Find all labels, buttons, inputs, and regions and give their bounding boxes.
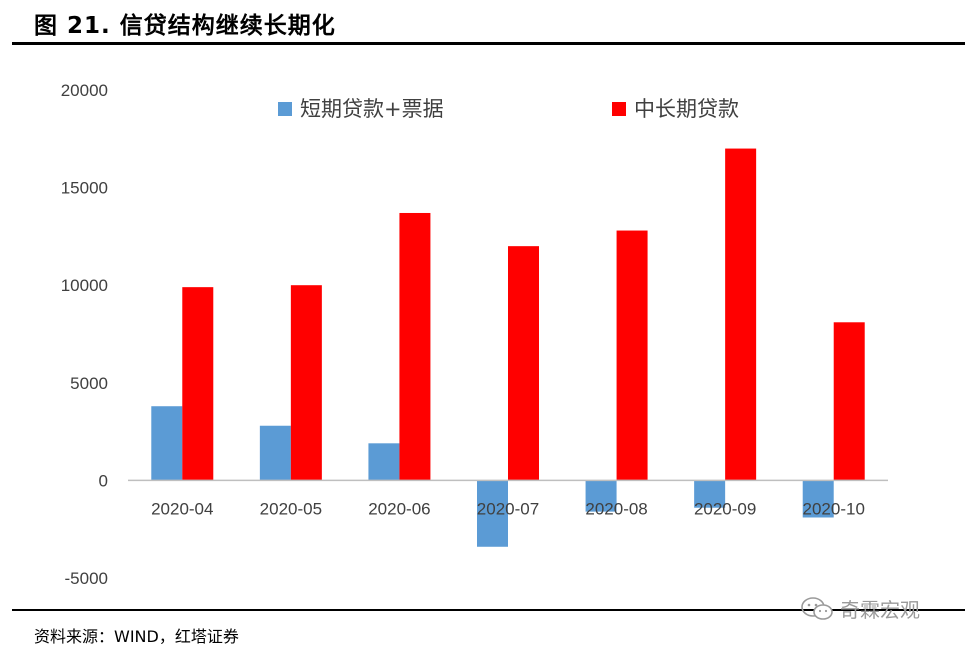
x-tick-label: 2020-07 (477, 499, 539, 518)
bar-long-term (725, 148, 757, 481)
top-rule (12, 42, 965, 45)
watermark-text: 奇霖宏观 (840, 598, 920, 622)
bar-short-term (368, 443, 400, 481)
y-tick-label: 0 (99, 471, 108, 490)
bar-short-term (151, 406, 183, 481)
legend-label: 中长期贷款 (634, 97, 739, 121)
x-tick-label: 2020-04 (151, 499, 213, 518)
y-tick-label: 20000 (61, 81, 108, 100)
y-tick-label: -5000 (65, 569, 108, 588)
legend-swatch (278, 102, 292, 116)
source-note: 资料来源：WIND，红塔证券 (34, 627, 239, 646)
x-tick-label: 2020-08 (585, 499, 647, 518)
legend-label: 短期贷款+票据 (300, 97, 444, 121)
legend-swatch (612, 102, 626, 116)
y-axis: -5000 0 5000 10000 15000 20000 (61, 81, 108, 588)
x-tick-label: 2020-10 (803, 499, 865, 518)
legend: 短期贷款+票据 中长期贷款 (278, 97, 739, 121)
y-tick-label: 10000 (61, 276, 108, 295)
figure-title: 图 21. 信贷结构继续长期化 (34, 13, 336, 39)
bar-long-term (508, 246, 539, 481)
bar-long-term (399, 212, 431, 481)
bar-long-term (616, 230, 648, 481)
x-tick-label: 2020-09 (694, 499, 756, 518)
bar-short-term (259, 425, 291, 481)
bar-short-term (585, 480, 617, 512)
bar-long-term (182, 287, 214, 481)
x-tick-label: 2020-06 (368, 499, 430, 518)
bar-short-term (477, 480, 508, 547)
wechat-icon (801, 596, 833, 620)
bar-long-term (290, 285, 322, 481)
bar-short-term (802, 480, 834, 518)
y-tick-label: 15000 (61, 179, 108, 198)
y-tick-label: 5000 (70, 374, 108, 393)
bar-long-term (833, 322, 865, 481)
bar-short-term (694, 480, 726, 508)
watermark: 奇霖宏观 (800, 594, 920, 623)
bars (151, 148, 865, 547)
x-tick-label: 2020-05 (260, 499, 322, 518)
bottom-rule (12, 609, 965, 611)
x-axis-labels: 2020-04 2020-05 2020-06 2020-07 2020-08 2020-… (151, 499, 865, 518)
